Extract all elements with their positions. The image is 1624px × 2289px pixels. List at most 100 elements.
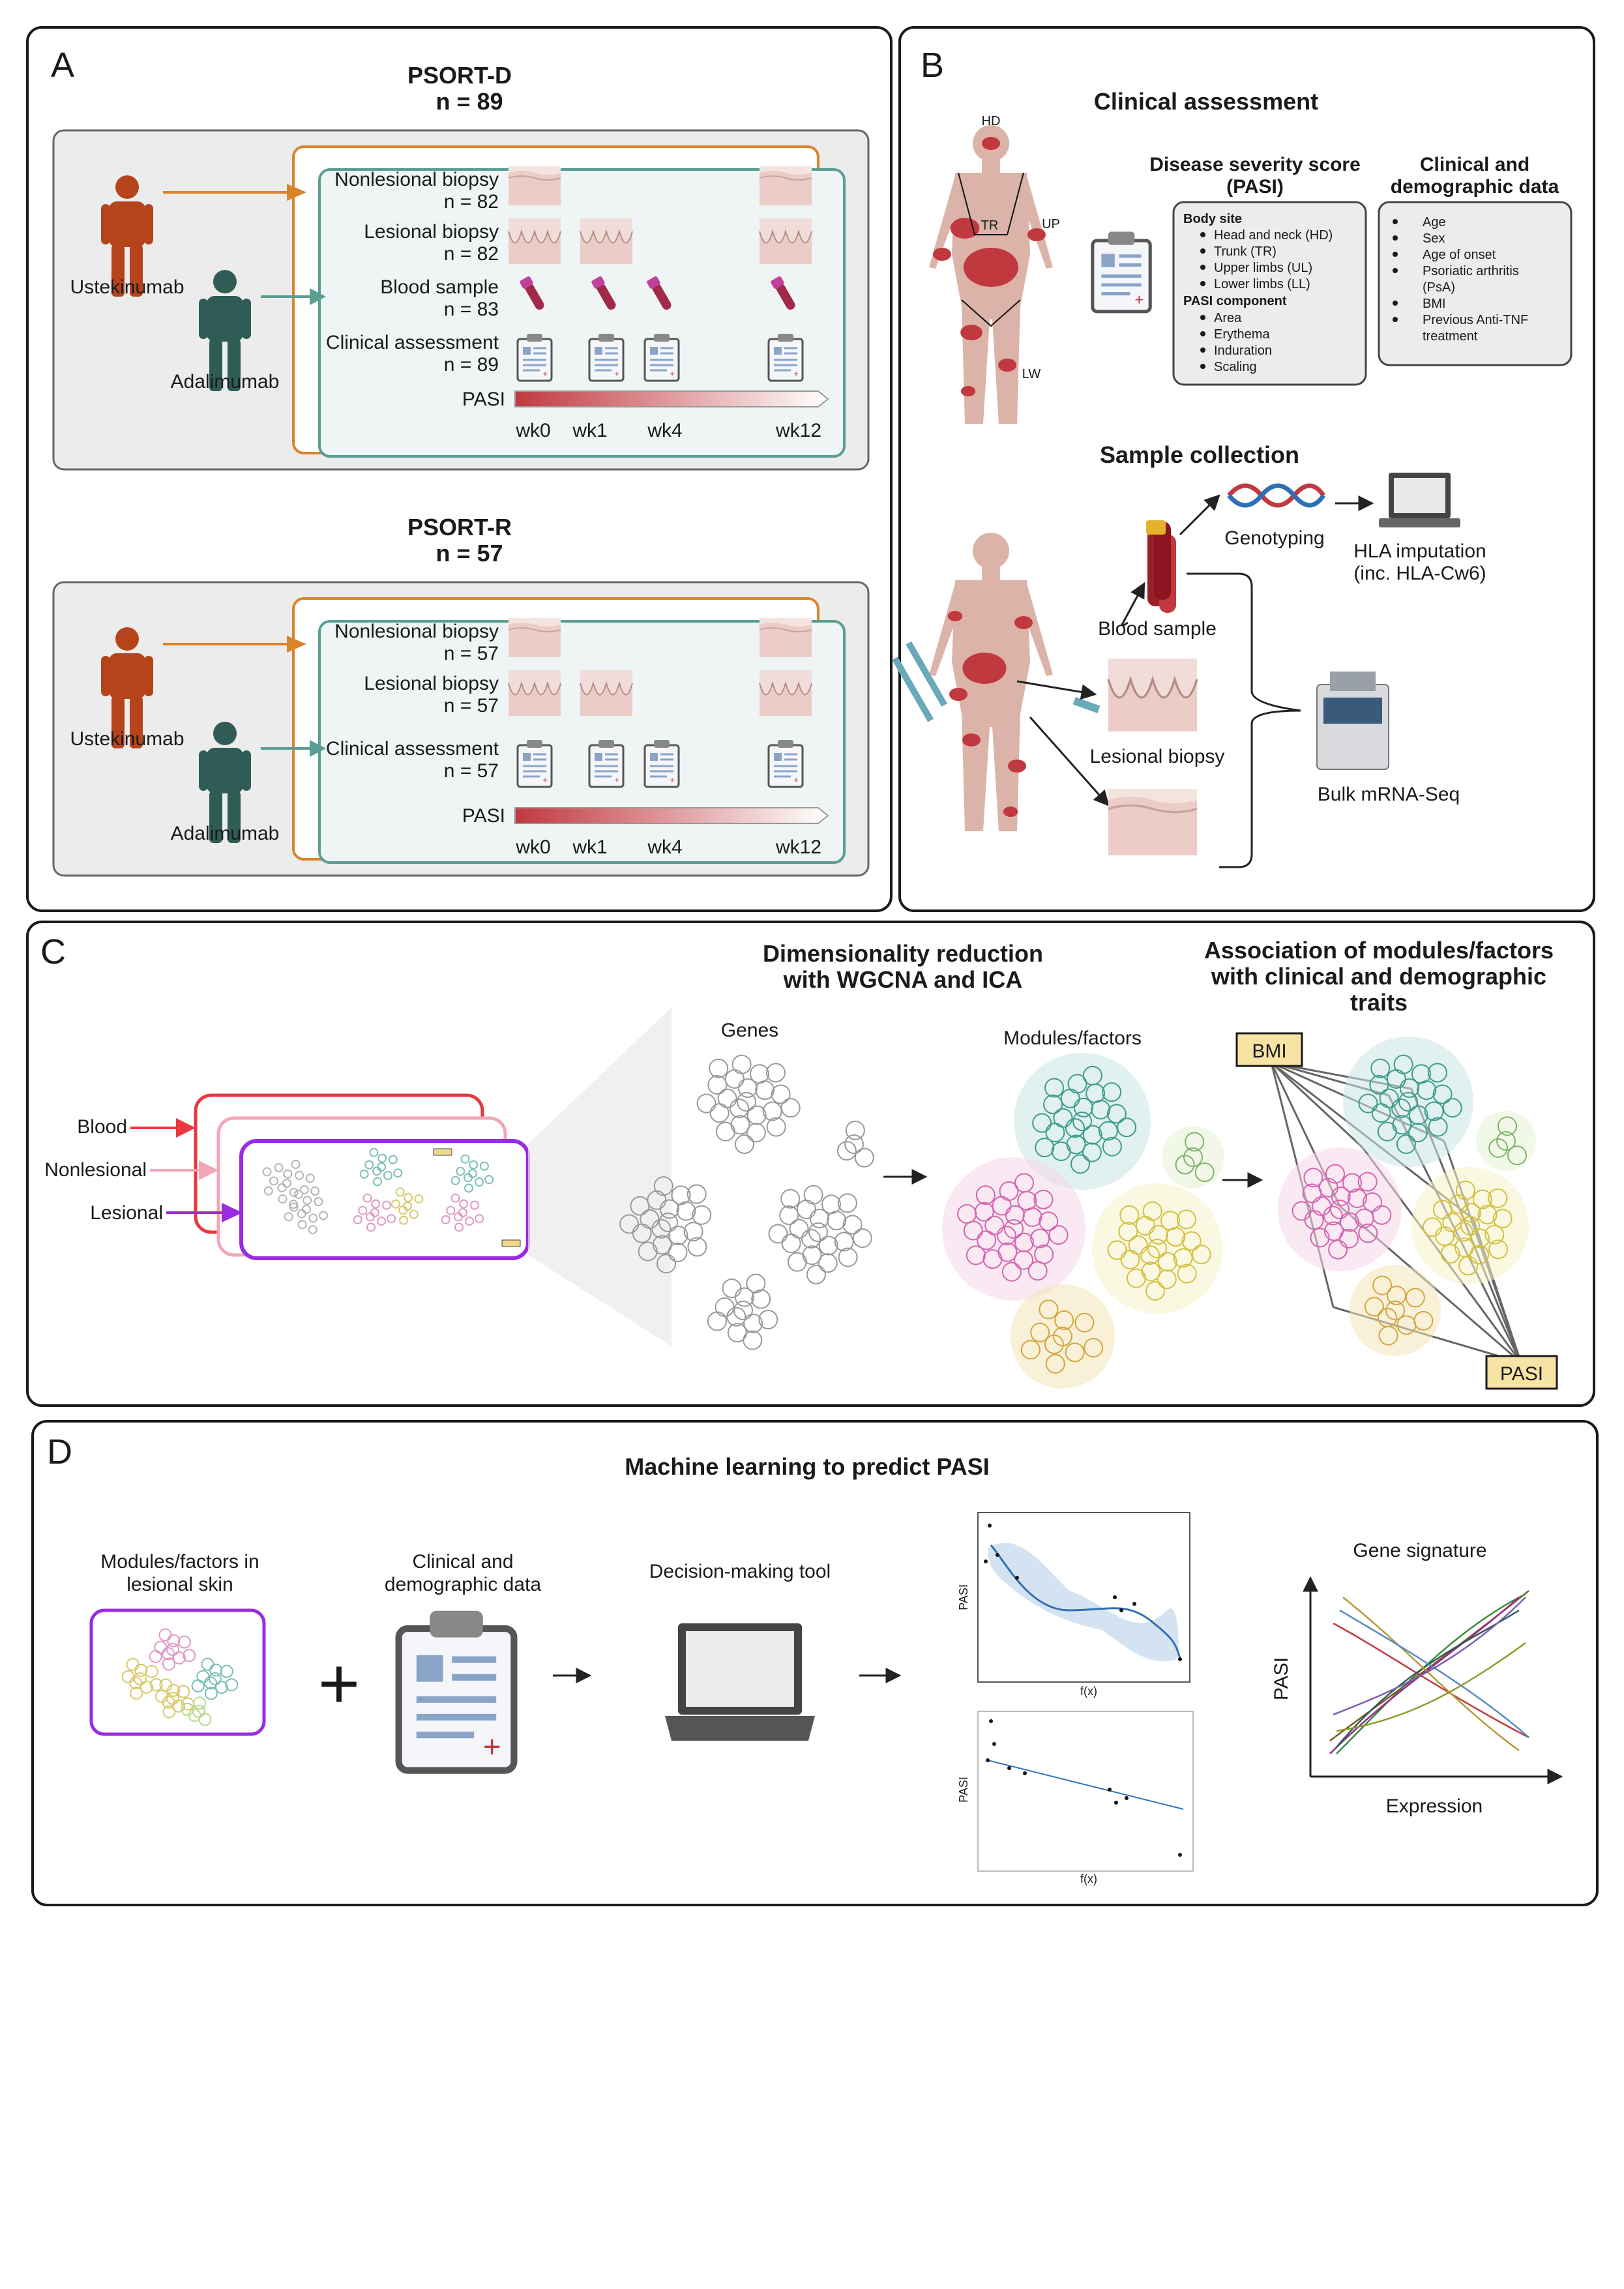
gene-circle [1013,1250,1033,1270]
gene-circle [277,1183,287,1192]
psoriasis-lesion [960,325,982,340]
ustekinumab-label: Ustekinumab [70,728,184,750]
gene-circle [1027,1261,1048,1281]
gene-circle [1432,1084,1453,1104]
gene-circle [484,1175,494,1185]
pasi-box-title: (PASI) [1226,176,1284,198]
module-gold [1011,1284,1115,1389]
gene-circle [1107,1240,1127,1260]
gene-circle [743,1313,763,1333]
gene-circle [475,1214,484,1224]
gene-circle [1398,1092,1418,1112]
gene-circle [1033,1189,1054,1209]
gene-circle [1070,1154,1090,1174]
gene-circle [838,1247,858,1267]
module-green [1162,1126,1224,1189]
bullet [1393,317,1398,322]
modules-skin-label: Modules/factors in [100,1551,259,1573]
gene-circle [393,1168,403,1178]
gene-circle [291,1159,301,1169]
clinical-box-title: Clinical and [1420,154,1529,175]
gene-circle [474,1177,484,1187]
gp-confidence-band [988,1543,1179,1662]
gene-circle [1005,1205,1025,1225]
gene-circle [762,1101,782,1121]
gene-circle [766,1117,786,1137]
adalimumab-arrowhead [310,740,326,757]
gene-circle [159,1678,173,1692]
psoriasis-lesion [1027,228,1046,241]
association-line [1270,1061,1364,1149]
gene-circle [808,1222,828,1242]
gene-circle [1117,1117,1137,1138]
gene-circle [676,1201,696,1221]
gene-circle [126,1658,140,1672]
lesional-skin-icon [580,218,633,265]
gene-circle [381,1200,391,1210]
clipboard-icon [516,332,553,382]
gene-circle [999,1181,1019,1201]
gene-circle [1175,1155,1195,1175]
clinical-item: Psoriatic arthritis [1423,264,1519,278]
gene-circle [1325,1164,1345,1184]
psoriasis-lesion [998,359,1016,372]
gene-circle [1119,1205,1140,1225]
linear-point [992,1742,996,1746]
gene-circle [1157,1269,1177,1290]
sequencer-screen [1323,698,1382,724]
nonlesional-skin-icon [508,166,561,206]
gene-circle [1432,1200,1453,1220]
clinical-item: Previous Anti-TNF [1423,313,1528,327]
gene-circle [274,1163,284,1173]
gene-circle [652,1235,672,1255]
gene-circle [1065,1342,1085,1363]
gene-circle [191,1679,205,1692]
module-pink-genes [1292,1164,1392,1260]
pasi-gradient-bar [514,807,829,824]
gene-circle [1145,1280,1165,1301]
gene-circle [450,1175,460,1185]
mini-module [121,1658,163,1700]
clinical-data-label: demographic data [385,1574,541,1595]
gene-circle [692,1205,712,1225]
clinical-info-box [1378,201,1572,366]
module-pink [942,1157,1085,1301]
week-label: wk12 [775,836,821,858]
gene-circle [966,1245,986,1265]
module-gold [1350,1265,1441,1356]
gene-circle [1082,1142,1102,1162]
gene-circle [1183,1147,1203,1167]
gene-circle [469,1160,479,1170]
gene-circle [1147,1239,1167,1258]
module-yellow-genes [1107,1201,1211,1301]
bullet [1200,315,1205,320]
panel-d-frame [31,1420,1599,1906]
syringe-icon [892,657,934,722]
gene-circle [707,1075,728,1095]
trunk-outline [958,172,1024,235]
lesional-skin-icon [508,218,561,265]
nonlesional-skin-icon [508,617,561,658]
gene-circle [162,1647,175,1661]
row-label: Lesional biopsy [364,221,499,243]
gene-circle [1048,1225,1069,1245]
gene-circle [1399,1078,1419,1098]
modules-label: Modules/factors [1003,1027,1142,1049]
panel-letter: D [47,1432,72,1471]
module-teal-genes [1032,1065,1137,1174]
cohort-psortr: PSORT-Rn = 57UstekinumabAdalimumabNonles… [52,514,870,877]
gene-circle [806,1264,826,1284]
gene-circle [456,1166,465,1176]
tube-cap [1146,520,1166,535]
gene-circle [372,1177,382,1187]
gene-circle [1173,1248,1193,1268]
gene-circle [1303,1168,1323,1188]
bracket-line [1187,572,1301,712]
mini-module [450,1154,494,1193]
row-n: n = 82 [444,191,499,213]
gene-circle [460,1154,470,1164]
gene-circle [771,1084,791,1104]
clipboard-icon [643,739,680,788]
dim-reduction-title: Dimensionality reduction [763,940,1043,967]
gene-circle [1030,1322,1050,1342]
